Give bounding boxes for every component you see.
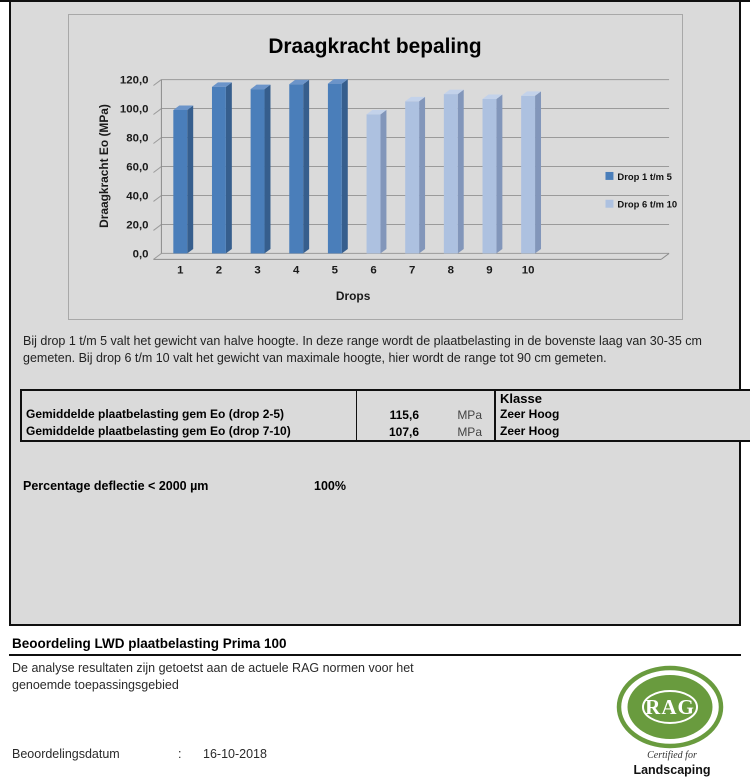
bar-side-drop-9 bbox=[496, 94, 503, 254]
table-cell-empty bbox=[357, 391, 496, 406]
bar-side-drop-2 bbox=[225, 82, 232, 254]
assessment-heading: Beoordeling LWD plaatbelasting Prima 100 bbox=[12, 636, 287, 651]
assessment-date-value: 16-10-2018 bbox=[203, 747, 267, 761]
table-row-value-cell: 115,6 MPa bbox=[357, 406, 496, 423]
bar-drop-2 bbox=[211, 86, 226, 254]
bar-side-drop-6 bbox=[380, 109, 387, 254]
bar-top-drop-5 bbox=[327, 79, 348, 84]
gridline-stub bbox=[153, 224, 162, 231]
y-tick-label: 20,0 bbox=[126, 219, 148, 231]
bar-top-drop-2 bbox=[211, 82, 232, 87]
rag-certification-stamp-icon: RAG bbox=[616, 665, 724, 749]
x-tick-label: 7 bbox=[409, 264, 415, 276]
bar-top-drop-7 bbox=[405, 96, 426, 102]
bar-top-drop-3 bbox=[250, 84, 271, 90]
bar-side-drop-10 bbox=[535, 91, 542, 254]
table-unit: MPa bbox=[457, 424, 482, 439]
gridline-stub bbox=[153, 108, 162, 115]
table-row-label: Gemiddelde plaatbelasting gem Eo (drop 2… bbox=[22, 406, 357, 423]
x-tick-label: 6 bbox=[370, 264, 376, 276]
assessment-body: De analyse resultaten zijn getoetst aan … bbox=[12, 661, 414, 692]
bar-side-drop-7 bbox=[419, 96, 426, 254]
chart-title: Draagkracht bepaling bbox=[268, 35, 481, 58]
bar-drop-1 bbox=[173, 110, 188, 254]
bar-drop-4 bbox=[289, 84, 304, 254]
results-table: Klasse Gemiddelde plaatbelasting gem Eo … bbox=[20, 389, 750, 442]
bar-top-drop-1 bbox=[173, 105, 194, 110]
table-klasse-value: Zeer Hoog bbox=[500, 424, 560, 438]
y-tick-label: 100,0 bbox=[120, 104, 149, 116]
bar-drop-7 bbox=[405, 101, 420, 254]
table-cell-empty bbox=[22, 391, 357, 406]
bar-top-drop-10 bbox=[521, 91, 542, 96]
bar-top-drop-9 bbox=[482, 94, 503, 99]
stamp-category: Landscaping bbox=[633, 763, 711, 777]
report-body-box: 0,0 20,0 40,0 60,0 80,0 100,0 120,0 1 2 3 4 5 6 7 8 9 10… bbox=[9, 0, 750, 626]
deflection-label: Percentage deflectie < 2000 µm bbox=[23, 479, 209, 493]
gridline-stub bbox=[153, 79, 162, 86]
legend-label: Drop 6 t/m 10 bbox=[617, 199, 677, 210]
y-tick-label: 120,0 bbox=[120, 75, 149, 87]
bar-drop-6 bbox=[366, 114, 381, 254]
x-tick-label: 3 bbox=[254, 264, 260, 276]
legend-label: Drop 1 t/m 5 bbox=[617, 171, 671, 182]
table-row-value-cell: 107,6 MPa bbox=[357, 423, 496, 440]
stamp-inner-ring bbox=[642, 690, 698, 724]
x-tick-label: 5 bbox=[332, 264, 339, 276]
x-tick-label: 2 bbox=[216, 264, 222, 276]
bar-drop-3 bbox=[250, 89, 265, 254]
table-klasse-value: Zeer Hoog bbox=[500, 407, 560, 421]
bar-top-drop-6 bbox=[366, 109, 387, 115]
chart-frame: 0,0 20,0 40,0 60,0 80,0 100,0 120,0 1 2 3 4 5 6 7 8 9 10… bbox=[68, 14, 683, 320]
stamp-subtitle: Certified for bbox=[647, 750, 697, 761]
gridline-stub bbox=[153, 137, 162, 144]
assessment-rule bbox=[9, 654, 741, 656]
stamp-outer-ring bbox=[616, 665, 724, 749]
bar-drop-8 bbox=[443, 94, 458, 254]
bar-side-drop-1 bbox=[187, 105, 194, 254]
table-unit: MPa bbox=[457, 407, 482, 422]
table-value: 115,6 bbox=[389, 407, 419, 422]
y-axis-title: Draagkracht Eo (MPa) bbox=[97, 104, 111, 228]
bar-side-drop-5 bbox=[341, 79, 348, 254]
bar-top-drop-4 bbox=[289, 79, 310, 85]
x-tick-label: 9 bbox=[486, 264, 492, 276]
assessment-date-label: Beoordelingsdatum bbox=[12, 747, 120, 761]
gridline-stub bbox=[153, 253, 162, 260]
y-tick-label: 80,0 bbox=[126, 133, 148, 145]
floor-right-edge bbox=[660, 253, 670, 260]
x-tick-label: 10 bbox=[522, 264, 535, 276]
stamp-body bbox=[627, 675, 713, 739]
gridline-stub bbox=[153, 166, 162, 173]
legend-swatch bbox=[605, 199, 614, 208]
table-row-label: Gemiddelde plaatbelasting gem Eo (drop 7… bbox=[22, 423, 357, 440]
x-tick-label: 8 bbox=[448, 264, 454, 276]
bar-side-drop-3 bbox=[264, 84, 271, 254]
x-tick-label: 1 bbox=[177, 264, 184, 276]
bar-chart: 0,0 20,0 40,0 60,0 80,0 100,0 120,0 1 2 3 4 5 6 7 8 9 10… bbox=[97, 35, 677, 303]
y-tick-label: 0,0 bbox=[133, 248, 149, 260]
bar-side-drop-4 bbox=[303, 79, 310, 254]
bar-side-drop-8 bbox=[457, 89, 464, 254]
y-tick-label: 60,0 bbox=[126, 161, 148, 173]
stamp-text: RAG bbox=[645, 695, 695, 719]
legend-swatch bbox=[605, 171, 614, 180]
assessment-date-separator: : bbox=[178, 747, 182, 761]
deflection-value: 100% bbox=[314, 479, 346, 493]
bar-drop-10 bbox=[521, 95, 536, 254]
x-tick-label: 4 bbox=[293, 264, 300, 276]
x-axis-title: Drops bbox=[336, 289, 371, 303]
table-header-klasse: Klasse bbox=[500, 391, 542, 406]
bar-drop-9 bbox=[482, 98, 497, 254]
measurement-note: Bij drop 1 t/m 5 valt het gewicht van ha… bbox=[23, 334, 702, 365]
bar-top-drop-8 bbox=[443, 89, 464, 95]
gridline-stub bbox=[153, 195, 162, 202]
table-value: 107,6 bbox=[388, 424, 419, 439]
bar-drop-5 bbox=[327, 83, 342, 254]
y-tick-label: 40,0 bbox=[126, 190, 148, 202]
